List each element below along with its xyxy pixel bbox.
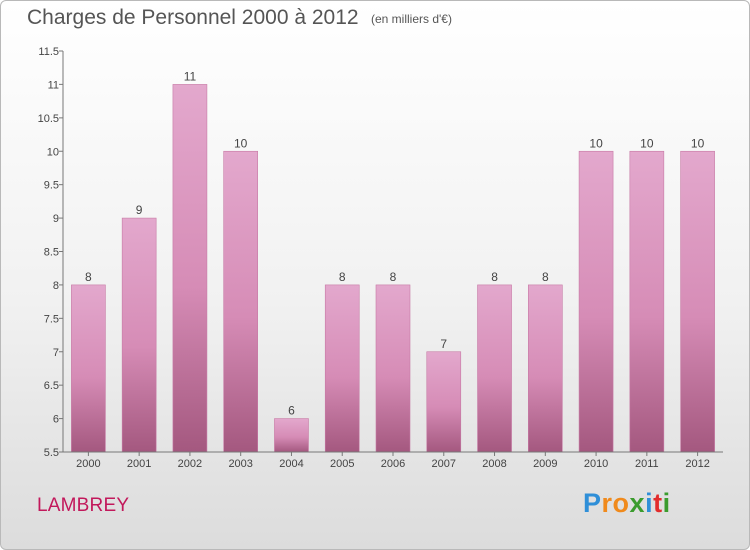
y-tick-label: 9.5 xyxy=(44,180,59,192)
logo-letter: x xyxy=(629,488,646,518)
bar xyxy=(121,217,157,453)
y-tick-label: 6 xyxy=(53,414,59,426)
chart-title: Charges de Personnel 2000 à 2012 xyxy=(27,6,359,29)
bar-value-label: 8 xyxy=(339,270,346,284)
bar xyxy=(274,418,309,453)
logo-letter: i xyxy=(662,488,671,518)
bar xyxy=(324,284,360,453)
bar xyxy=(680,150,715,453)
bar-value-label: 11 xyxy=(184,69,197,83)
x-tick-label: 2006 xyxy=(381,458,405,470)
x-tick-label: 2000 xyxy=(76,458,100,470)
logo-letter: o xyxy=(612,488,630,518)
x-tick-label: 2004 xyxy=(279,458,303,470)
bar-value-label: 8 xyxy=(390,270,397,284)
logo-letter: i xyxy=(645,488,654,518)
bar-value-label: 8 xyxy=(542,270,549,284)
bar-value-label: 10 xyxy=(640,136,654,150)
bar-value-label: 6 xyxy=(288,404,295,418)
x-tick-label: 2002 xyxy=(178,458,202,470)
bar-value-label: 9 xyxy=(136,203,143,217)
proxiti-logo: Proxiti xyxy=(583,488,671,519)
x-tick-label: 2012 xyxy=(685,458,709,470)
bar-value-label: 10 xyxy=(691,136,705,150)
y-tick-label: 11 xyxy=(48,79,59,91)
bar-value-label: 8 xyxy=(491,270,498,284)
bar xyxy=(426,351,462,453)
bar xyxy=(223,150,258,453)
logo-letter: t xyxy=(653,488,663,518)
x-tick-label: 2008 xyxy=(482,458,506,470)
y-tick-label: 6.5 xyxy=(44,380,59,392)
x-tick-label: 2005 xyxy=(330,458,354,470)
bar-value-label: 8 xyxy=(85,270,92,284)
y-tick-label: 10 xyxy=(47,146,59,158)
y-tick-label: 5.5 xyxy=(44,447,59,459)
bar xyxy=(477,284,512,453)
bar xyxy=(71,284,106,453)
bar-value-label: 10 xyxy=(589,136,603,150)
bar xyxy=(375,284,411,453)
bar xyxy=(172,84,208,453)
y-tick-label: 8 xyxy=(53,280,59,292)
y-tick-label: 8.5 xyxy=(44,247,59,259)
bar-value-label: 7 xyxy=(440,337,447,351)
y-tick-label: 11.5 xyxy=(38,46,59,58)
y-tick-label: 7.5 xyxy=(44,313,59,325)
x-tick-label: 2007 xyxy=(432,458,456,470)
bar xyxy=(578,150,614,453)
chart-unit: (en milliers d'€) xyxy=(371,12,452,26)
x-tick-label: 2010 xyxy=(584,458,608,470)
y-tick-label: 9 xyxy=(53,213,59,225)
commune-name: LAMBREY xyxy=(37,495,130,516)
bar-value-label: 10 xyxy=(234,136,248,150)
x-tick-label: 2009 xyxy=(533,458,557,470)
x-tick-label: 2001 xyxy=(127,458,151,470)
bar xyxy=(629,150,665,453)
logo-letter: r xyxy=(601,488,613,518)
x-tick-label: 2011 xyxy=(635,458,659,470)
y-tick-label: 7 xyxy=(53,347,59,359)
x-tick-label: 2003 xyxy=(228,458,252,470)
logo-letter: P xyxy=(583,488,602,518)
bar xyxy=(528,284,563,453)
y-tick-label: 10.5 xyxy=(38,113,59,125)
